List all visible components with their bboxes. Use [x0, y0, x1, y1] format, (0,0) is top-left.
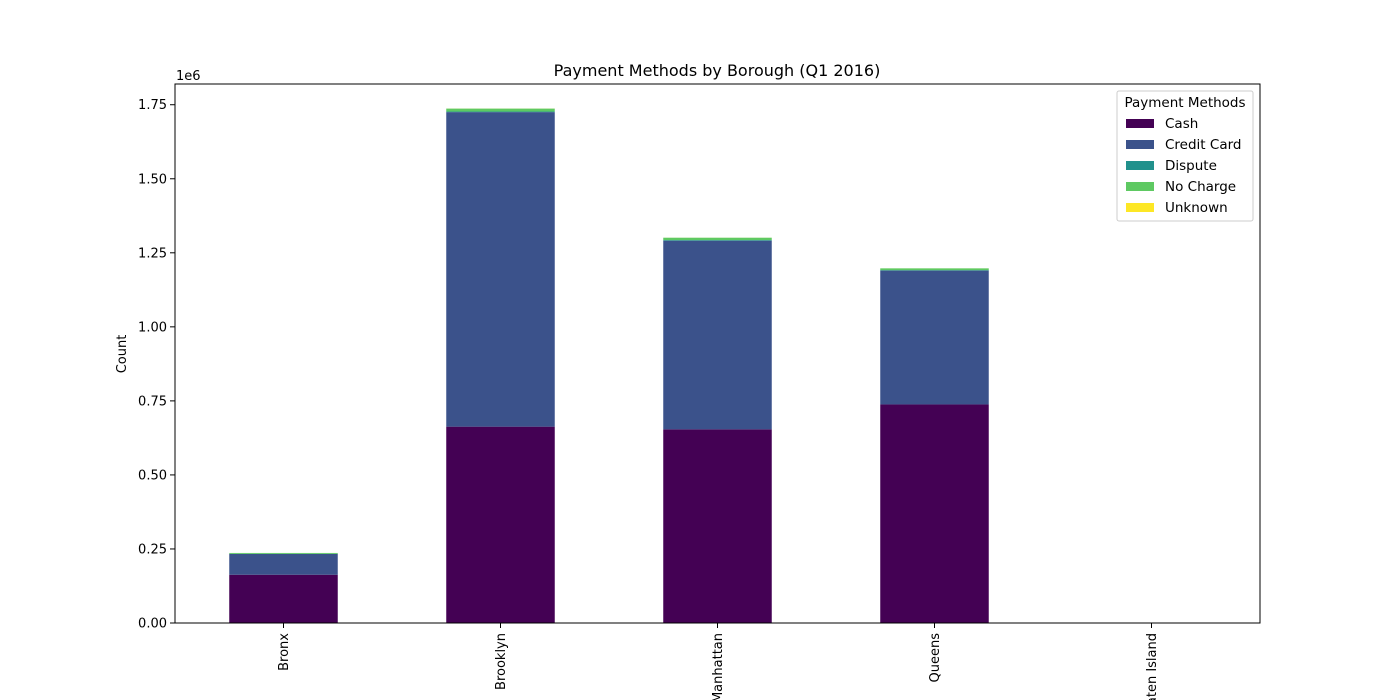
y-tick-label: 0.75	[138, 394, 167, 409]
y-tick-label: 1.75	[138, 98, 167, 113]
x-tick-label: Staten Island	[1145, 633, 1160, 700]
y-tick-label: 1.00	[138, 320, 167, 335]
legend-swatch-credit-card	[1126, 140, 1154, 149]
x-tick-label: Bronx	[277, 633, 292, 671]
chart-title: Payment Methods by Borough (Q1 2016)	[554, 61, 881, 80]
legend-swatch-no-charge	[1126, 182, 1154, 191]
legend-title: Payment Methods	[1124, 95, 1245, 111]
legend: Payment Methods Cash Credit Card Dispute No …	[1116, 90, 1254, 222]
bar-brooklyn-no-charge	[446, 108, 555, 112]
plot-frame	[174, 83, 1261, 624]
y-tick-label: 0.50	[138, 468, 167, 483]
y-axis-label: Count	[115, 335, 130, 374]
legend-label: No Charge	[1165, 179, 1236, 195]
x-tick-label: Manhattan	[711, 633, 726, 700]
bar-bronx-cash	[229, 574, 338, 623]
y-axis: 0.00 0.25 0.50 0.75 1.00 1.25 1.50 1.75	[138, 98, 175, 632]
legend-label: Unknown	[1165, 200, 1228, 216]
bar-brooklyn-dispute	[446, 111, 555, 113]
legend-swatch-unknown	[1126, 203, 1154, 212]
bar-brooklyn-cash	[446, 426, 555, 623]
legend-label: Cash	[1165, 116, 1198, 132]
bar-manhattan-cash	[663, 429, 772, 623]
bars-group	[229, 108, 1206, 623]
x-axis: Bronx Brooklyn Manhattan Queens Staten Islan…	[277, 623, 1160, 700]
y-tick-label: 1.25	[138, 246, 167, 261]
bar-manhattan-credit-card	[663, 240, 772, 430]
bar-bronx-credit-card	[229, 554, 338, 575]
bar-queens-no-charge	[880, 268, 989, 271]
bar-queens-credit-card	[880, 270, 989, 405]
bar-brooklyn-credit-card	[446, 112, 555, 427]
legend-label: Dispute	[1165, 158, 1217, 174]
bar-queens-cash	[880, 404, 989, 623]
legend-swatch-cash	[1126, 119, 1154, 128]
bar-manhattan-no-charge	[663, 237, 772, 241]
y-tick-label: 0.00	[138, 617, 167, 632]
x-tick-label: Brooklyn	[494, 633, 509, 690]
legend-swatch-dispute	[1126, 161, 1154, 170]
bar-bronx-no-charge	[229, 552, 338, 554]
y-tick-label: 1.50	[138, 172, 167, 187]
y-axis-offset-text: 1e6	[176, 69, 201, 84]
x-tick-label: Queens	[928, 633, 943, 683]
bar-manhattan-dispute	[663, 240, 772, 241]
legend-label: Credit Card	[1165, 137, 1241, 153]
y-tick-label: 0.25	[138, 542, 167, 557]
